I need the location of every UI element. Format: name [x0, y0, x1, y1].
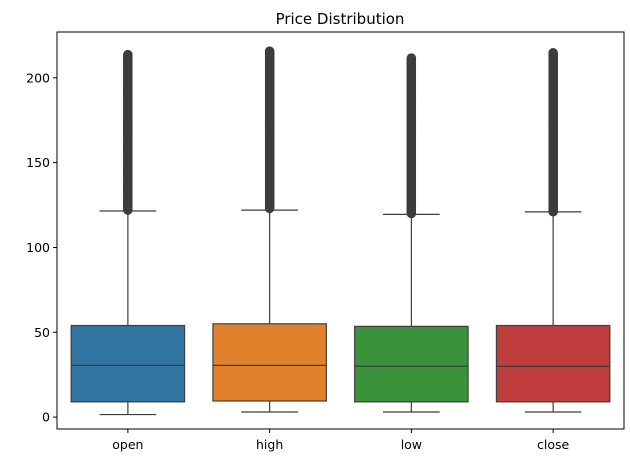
outlier-point — [406, 53, 417, 63]
y-tick-label: 150 — [26, 155, 50, 170]
x-tick-label: open — [112, 437, 143, 452]
plot-area: 0 50 100 150 200 open high low close — [26, 46, 611, 452]
box-open — [70, 324, 186, 403]
x-tick-label: low — [401, 437, 422, 452]
box-low — [354, 325, 469, 403]
outlier-point — [264, 46, 275, 56]
outlier-point — [123, 49, 133, 60]
y-tick-label: 200 — [26, 70, 50, 85]
box-high — [212, 323, 327, 402]
x-tick-label: high — [256, 437, 283, 452]
y-tick-label: 100 — [26, 240, 50, 255]
plot-frame — [56, 31, 625, 430]
box-close — [495, 324, 611, 403]
y-tick-label: 50 — [34, 325, 50, 340]
chart-title: Price Distribution — [276, 10, 405, 28]
x-tick-label: close — [537, 437, 570, 452]
outlier-point — [548, 47, 558, 58]
y-tick-label: 0 — [42, 410, 50, 425]
